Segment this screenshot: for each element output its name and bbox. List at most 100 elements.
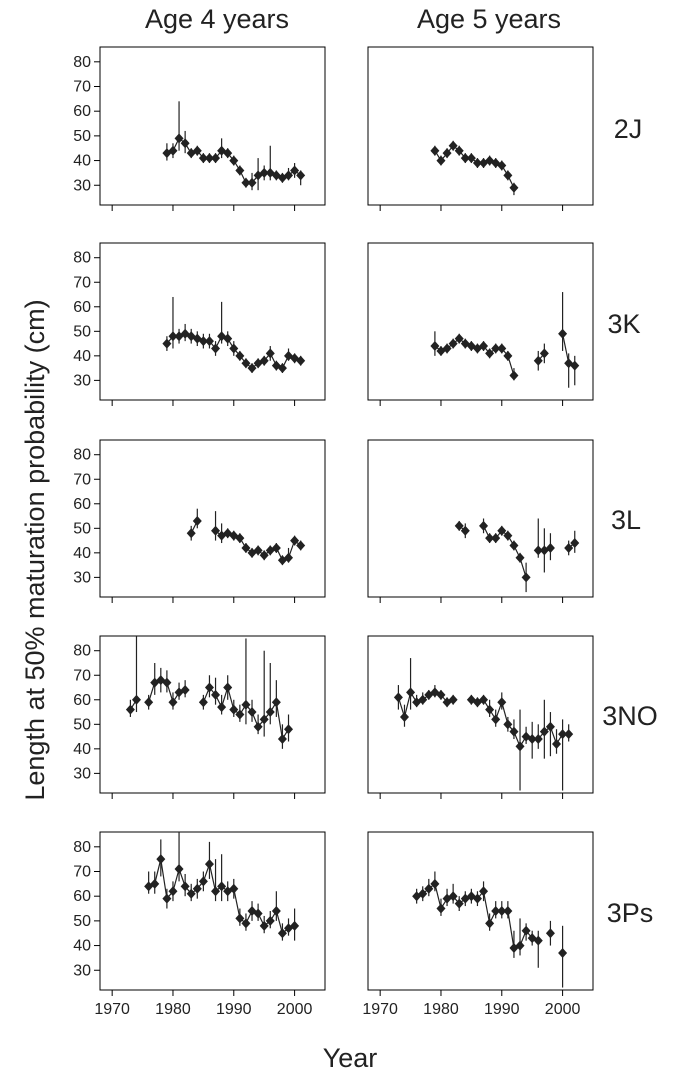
data-point	[247, 707, 257, 718]
y-axis-label: Length at 50% maturation probability (cm…	[20, 299, 50, 800]
data-point	[491, 906, 501, 916]
data-point	[545, 542, 555, 553]
y-tick-label: 80	[73, 839, 91, 856]
panel-3NO-age4: 30 40 50 60 70 80	[73, 635, 326, 799]
row-label-2J: 2J	[614, 114, 643, 144]
data-point	[436, 903, 446, 914]
data-point	[485, 533, 495, 544]
row-label-3L: 3L	[611, 505, 641, 535]
data-point	[479, 520, 489, 531]
data-point	[503, 350, 513, 361]
y-tick-label: 70	[73, 864, 91, 881]
data-point	[533, 355, 543, 366]
row-label-3NO: 3NO	[602, 701, 658, 731]
data-point	[460, 525, 470, 536]
data-point	[399, 711, 409, 722]
data-point	[211, 343, 221, 354]
data-point	[259, 550, 269, 561]
data-point	[284, 552, 294, 563]
data-point	[265, 348, 275, 359]
data-point	[552, 738, 562, 749]
data-point	[271, 542, 281, 553]
data-point	[491, 714, 501, 725]
data-point	[406, 687, 416, 698]
panel-3Ps-age4: 30 40 50 60 70 80 1970 1980 1990 2000	[73, 831, 326, 1018]
data-point	[503, 530, 513, 541]
data-point	[211, 689, 221, 700]
data-point	[217, 881, 227, 892]
column-title-age4: Age 4 years	[145, 4, 289, 34]
data-point	[448, 694, 458, 705]
y-tick-label: 60	[73, 496, 91, 513]
data-point	[418, 888, 428, 899]
plot-frame	[99, 46, 326, 206]
x-tick-label: 1980	[423, 1001, 459, 1018]
data-point	[247, 547, 257, 558]
data-point	[211, 525, 221, 536]
data-point	[229, 883, 239, 894]
y-tick-label: 30	[73, 372, 91, 389]
data-point	[192, 883, 202, 894]
y-tick-label: 40	[73, 938, 91, 955]
row-label-3K: 3K	[607, 309, 640, 339]
data-point	[162, 893, 172, 904]
data-point	[448, 891, 458, 902]
data-point	[241, 177, 251, 188]
data-point	[277, 363, 287, 374]
data-point	[430, 145, 440, 156]
panel-3Ps-age5: 1970 1980 1990 2000	[362, 831, 594, 1018]
data-point	[235, 913, 245, 924]
data-point	[259, 920, 269, 931]
data-point	[259, 714, 269, 725]
data-point	[515, 552, 525, 563]
data-point	[497, 697, 507, 708]
y-tick-label: 40	[73, 153, 91, 170]
data-point	[277, 928, 287, 939]
data-point	[168, 331, 178, 342]
data-point	[485, 918, 495, 929]
y-tick-label: 30	[73, 177, 91, 194]
data-point	[485, 704, 495, 715]
data-point	[545, 928, 555, 939]
data-point	[570, 538, 580, 549]
y-tick-label: 40	[73, 545, 91, 562]
data-point	[211, 886, 221, 897]
data-point	[150, 878, 160, 889]
plot-frame	[367, 635, 594, 794]
data-point	[533, 734, 543, 745]
data-point	[454, 145, 464, 156]
data-point	[198, 153, 208, 164]
data-point	[284, 724, 294, 735]
data-point	[558, 328, 568, 339]
data-point	[125, 704, 135, 715]
data-point	[247, 906, 257, 916]
x-tick-label: 2000	[277, 1001, 313, 1018]
data-point	[564, 542, 574, 553]
y-tick-label: 30	[73, 765, 91, 782]
data-point	[198, 876, 208, 887]
x-tick-label: 1970	[94, 1001, 130, 1018]
data-point	[198, 697, 208, 708]
data-point	[503, 170, 513, 181]
data-point	[497, 906, 507, 916]
data-point	[253, 721, 263, 732]
data-point	[497, 525, 507, 536]
data-point	[162, 677, 172, 688]
data-point	[454, 898, 464, 909]
data-point	[253, 908, 263, 919]
panel-2J-age4: 30 40 50 60 70 80	[73, 46, 326, 211]
data-point	[174, 864, 184, 875]
data-point	[479, 694, 489, 705]
data-point	[144, 697, 154, 708]
y-tick-label: 60	[73, 103, 91, 120]
series-line	[397, 690, 454, 720]
y-tick-label: 60	[73, 888, 91, 905]
data-point	[533, 545, 543, 556]
y-tick-label: 80	[73, 54, 91, 71]
data-point	[253, 545, 263, 556]
panel-3L-age4: 30 40 50 60 70 80	[73, 439, 326, 603]
panel-3K-age4: 30 40 50 60 70 80	[73, 242, 326, 406]
data-point	[497, 343, 507, 354]
data-point	[290, 535, 300, 546]
column-title-age5: Age 5 years	[417, 4, 561, 34]
